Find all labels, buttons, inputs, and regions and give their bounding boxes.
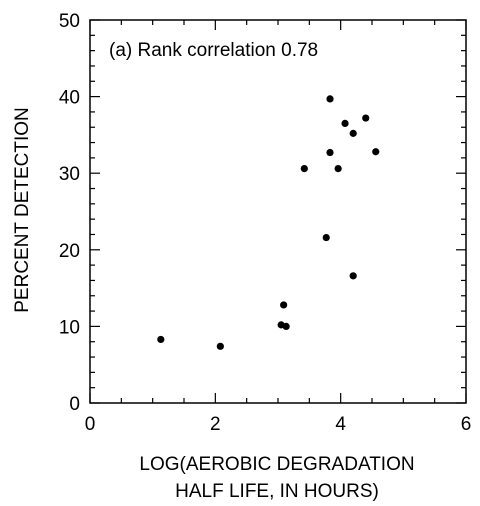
data-point [350,272,357,279]
plot-frame [90,20,466,403]
y-tick-label: 50 [59,11,80,32]
axis-ticks [90,20,466,403]
x-tick-label: 4 [335,414,346,435]
data-point [341,120,348,127]
x-axis-title-line-1: LOG(AEROBIC DEGRADATION [139,454,414,475]
data-point [283,323,290,330]
x-axis-title-line-2: HALF LIFE, IN HOURS) [175,481,379,502]
data-point [362,114,369,121]
y-tick-labels: 0 10 20 30 40 50 [59,11,80,415]
rank-correlation-annotation: (a) Rank correlation 0.78 [109,40,318,61]
data-point [301,165,308,172]
plot-border [90,20,466,403]
data-point [217,343,224,350]
y-tick-label: 0 [69,394,80,415]
x-tick-label: 2 [210,414,221,435]
data-point [157,336,164,343]
y-tick-label: 20 [59,241,80,262]
x-tick-label: 0 [85,414,96,435]
data-point [280,301,287,308]
data-points [157,95,379,350]
y-tick-label: 40 [59,88,80,109]
data-point [326,149,333,156]
data-point [335,165,342,172]
y-axis-title: PERCENT DETECTION [12,107,33,313]
x-tick-label: 6 [461,414,472,435]
data-point [372,148,379,155]
y-tick-label: 30 [59,164,80,185]
data-point [350,130,357,137]
data-point [326,95,333,102]
x-tick-labels: 0 2 4 6 [85,414,472,435]
y-tick-label: 10 [59,317,80,338]
data-point [323,234,330,241]
